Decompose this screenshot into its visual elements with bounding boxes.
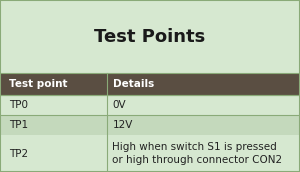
Text: TP1: TP1: [9, 120, 28, 130]
Text: TP2: TP2: [9, 148, 28, 159]
Text: 12V: 12V: [112, 120, 133, 130]
Bar: [0, 0, 300, 73]
Text: Test Points: Test Points: [94, 28, 206, 46]
Bar: [0, 73, 300, 95]
Text: Details: Details: [112, 79, 154, 89]
Text: Test point: Test point: [9, 79, 68, 89]
Text: 0V: 0V: [112, 100, 126, 110]
Text: High when switch S1 is pressed
or high through connector CON2: High when switch S1 is pressed or high t…: [112, 142, 283, 165]
Bar: [0, 115, 300, 135]
Text: TP0: TP0: [9, 100, 28, 110]
Bar: [0, 95, 300, 115]
Bar: [0, 135, 300, 172]
